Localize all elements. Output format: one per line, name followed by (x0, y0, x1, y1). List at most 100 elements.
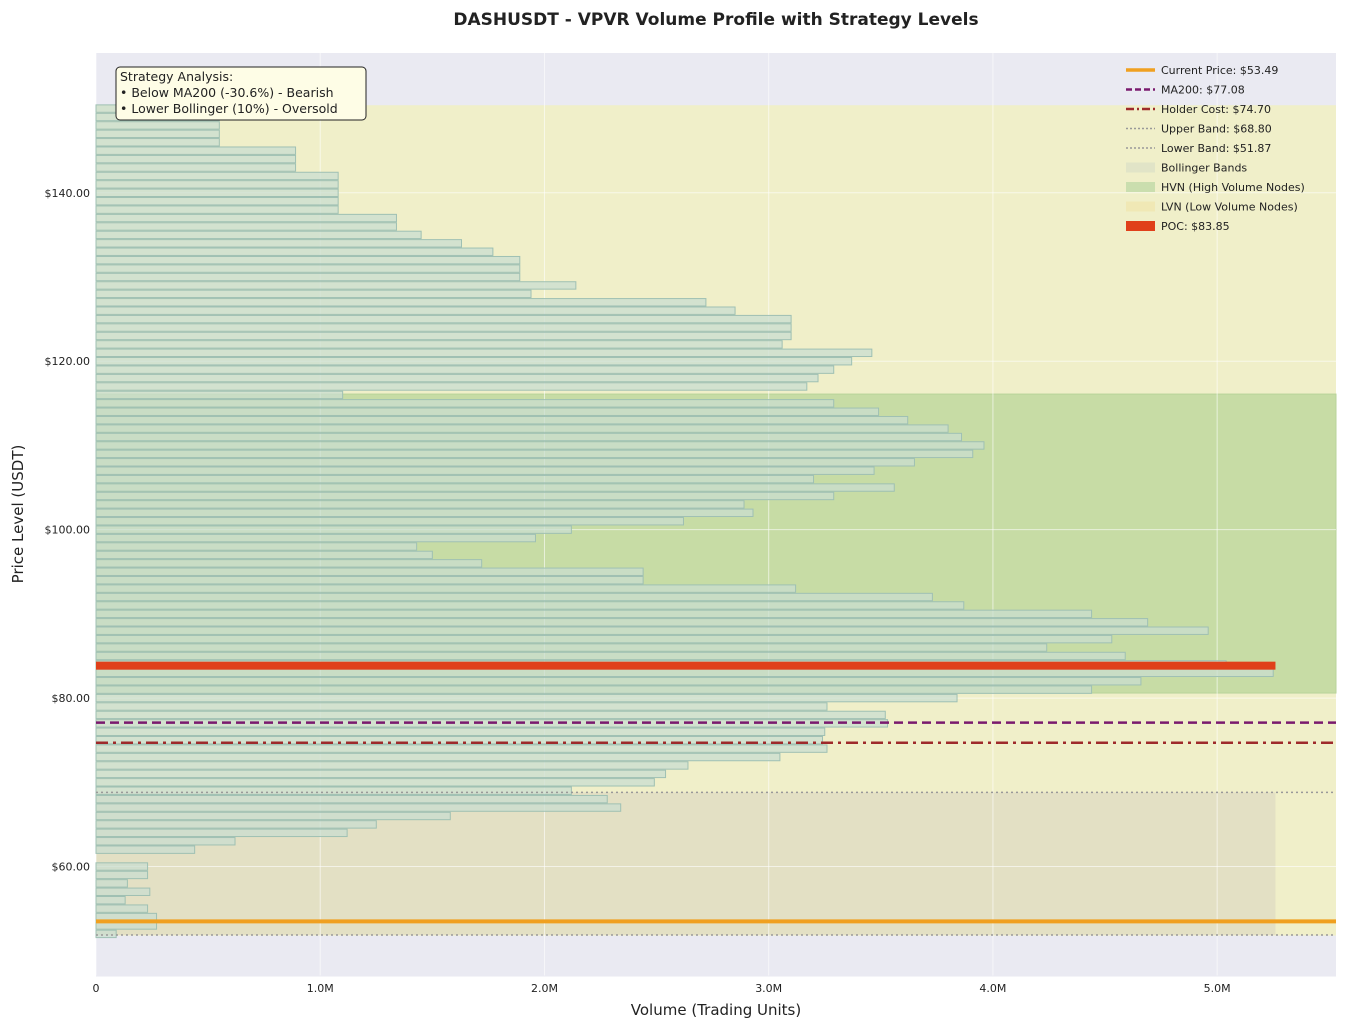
legend-swatch (1126, 221, 1155, 231)
y-tick-label: $120.00 (45, 355, 91, 368)
legend-swatch (1126, 201, 1155, 212)
volume-bar (95, 281, 577, 290)
volume-bar (95, 264, 521, 273)
volume-bar (95, 634, 1113, 644)
volume-bar (95, 458, 915, 467)
volume-bar (95, 213, 397, 223)
volume-bar (95, 222, 397, 231)
volume-bar (95, 575, 644, 585)
volume-bar (95, 929, 117, 939)
volume-bar (95, 584, 797, 593)
volume-bars (95, 104, 1276, 939)
volume-bar (95, 340, 783, 349)
volume-bar (95, 601, 965, 610)
y-tick-label: $100.00 (45, 524, 91, 537)
volume-bar (95, 896, 126, 905)
volume-bar (95, 483, 895, 492)
volume-bar (95, 525, 572, 534)
legend-label: Current Price: $53.49 (1161, 64, 1278, 77)
volume-bar (95, 239, 462, 248)
volume-bar (95, 626, 1209, 635)
x-tick-label: 5.0M (1204, 982, 1231, 995)
volume-bar (95, 466, 875, 475)
volume-bar (95, 685, 1093, 694)
volume-bar (95, 121, 220, 130)
volume-bar (95, 794, 608, 804)
volume-bar (95, 407, 880, 416)
volume-bar (95, 306, 736, 315)
volume-bar (95, 298, 707, 307)
volume-bar (95, 348, 873, 358)
volume-bar (95, 769, 667, 779)
volume-bar (95, 761, 689, 770)
annotation-line: Strategy Analysis: (120, 69, 233, 84)
y-tick-label: $140.00 (45, 187, 91, 200)
legend-label: LVN (Low Volume Nodes) (1161, 201, 1298, 214)
volume-bar (95, 289, 532, 299)
volume-bar (95, 727, 826, 736)
volume-bar (95, 702, 828, 711)
volume-bar (95, 230, 422, 240)
volume-bar (95, 255, 521, 265)
volume-bar (95, 188, 339, 198)
annotation-line: • Lower Bollinger (10%) - Oversold (120, 101, 338, 116)
y-tick-label: $60.00 (52, 861, 91, 874)
volume-bar (95, 424, 949, 433)
volume-bar (95, 449, 974, 459)
volume-bar (95, 508, 754, 518)
volume-bar (95, 146, 297, 155)
volume-bar (95, 180, 339, 189)
legend-label: HVN (High Volume Nodes) (1161, 181, 1305, 194)
volume-bar (95, 272, 521, 282)
volume-bar (95, 129, 220, 139)
volume-bar (95, 197, 339, 206)
volume-bar (95, 314, 792, 324)
volume-bar (95, 474, 815, 484)
poc-bar (96, 661, 1276, 670)
volume-bar (95, 828, 348, 838)
volume-bar (95, 837, 236, 846)
annotation-line: • Below MA200 (-30.6%) - Bearish (120, 85, 334, 100)
volume-bar (95, 651, 1126, 661)
volume-bar (95, 441, 985, 450)
volume-bar (95, 138, 220, 147)
volume-bar (95, 845, 196, 854)
volume-bar (95, 163, 297, 172)
legend-swatch (1126, 162, 1155, 173)
volume-bar (95, 752, 781, 762)
level-lines (96, 721, 1336, 936)
axis-ticks: 0 1.0M 2.0M 3.0M 4.0M 5.0M $60.00 $80.00 $100.00… (45, 187, 1336, 995)
legend-label: POC: $83.85 (1161, 220, 1230, 233)
legend-label: Holder Cost: $74.70 (1161, 103, 1271, 116)
volume-bar (95, 803, 622, 812)
x-axis-label: Volume (Trading Units) (631, 1001, 801, 1019)
volume-bar (95, 331, 792, 341)
volume-bar (95, 542, 418, 551)
x-tick-label: 3.0M (755, 982, 782, 995)
legend-label: MA200: $77.08 (1161, 84, 1245, 97)
volume-bar (95, 887, 151, 896)
legend-label: Lower Band: $51.87 (1161, 142, 1271, 155)
volume-bar (95, 778, 655, 787)
volume-bar (95, 415, 909, 425)
x-tick-label: 2.0M (531, 982, 558, 995)
volume-bar (95, 171, 339, 181)
strategy-annotation: Strategy Analysis:• Below MA200 (-30.6%)… (115, 66, 367, 121)
volume-bar (95, 357, 853, 366)
annotation-box (115, 66, 367, 121)
volume-bar (95, 365, 835, 374)
volume-bar (95, 862, 149, 871)
volume-bar (95, 323, 792, 332)
volume-bar (95, 373, 819, 383)
x-tick-label: 4.0M (979, 982, 1006, 995)
y-axis-label: Price Level (USDT) (9, 445, 27, 584)
x-tick-label: 0 (93, 982, 100, 995)
volume-bar (95, 491, 835, 501)
volume-bar (95, 399, 835, 408)
volume-bar (95, 247, 494, 256)
legend-label: Upper Band: $68.80 (1161, 123, 1272, 136)
volume-bar (95, 154, 297, 164)
y-tick-label: $80.00 (52, 692, 91, 705)
legend: Current Price: $53.49 MA200: $77.08 Holder… (1126, 64, 1305, 233)
volume-bar (95, 811, 451, 821)
